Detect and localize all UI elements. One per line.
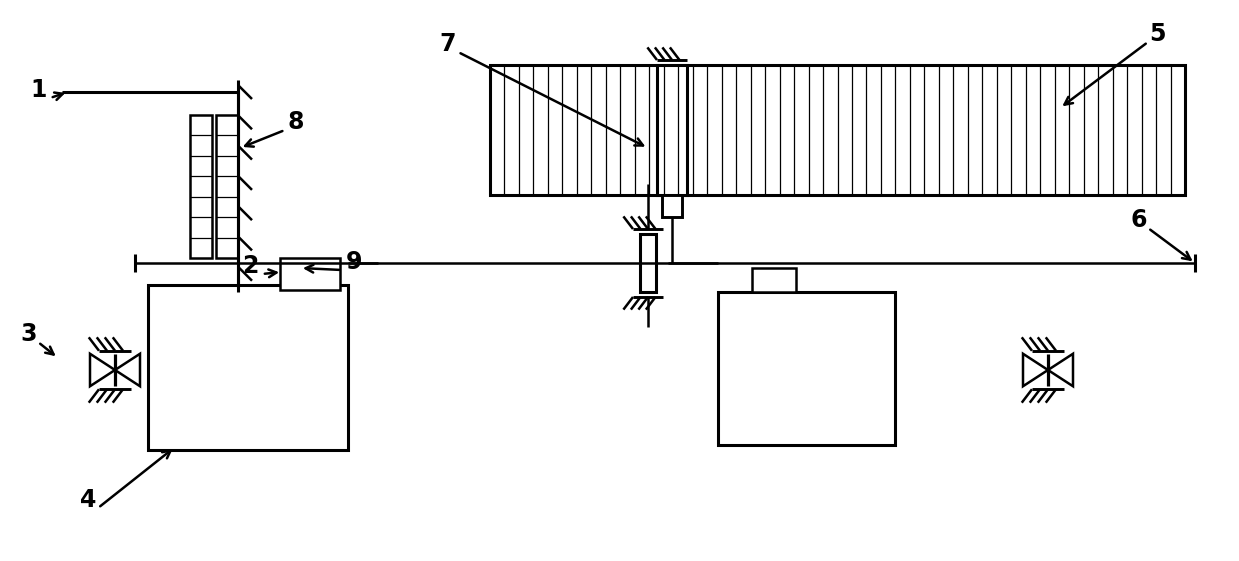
Bar (752, 268, 795, 292)
Bar (717, 292, 895, 445)
Bar (662, 195, 681, 217)
Text: 8: 8 (287, 110, 305, 134)
Text: 5: 5 (1150, 22, 1166, 46)
Bar (489, 65, 1184, 195)
Polygon shape (1048, 354, 1073, 387)
Text: 4: 4 (81, 488, 97, 512)
Text: 1: 1 (31, 78, 47, 102)
Polygon shape (115, 354, 140, 387)
Text: 2: 2 (242, 254, 258, 278)
Bar (657, 65, 686, 195)
Bar (147, 285, 348, 450)
Bar (190, 115, 212, 258)
Text: 7: 7 (439, 32, 456, 56)
Bar (216, 115, 238, 258)
Text: 6: 6 (1130, 208, 1146, 232)
Polygon shape (90, 354, 115, 387)
Polygon shape (1023, 354, 1048, 387)
Bar (280, 258, 339, 290)
Text: 9: 9 (346, 250, 362, 274)
Text: 3: 3 (20, 322, 37, 346)
Bar (641, 234, 655, 292)
